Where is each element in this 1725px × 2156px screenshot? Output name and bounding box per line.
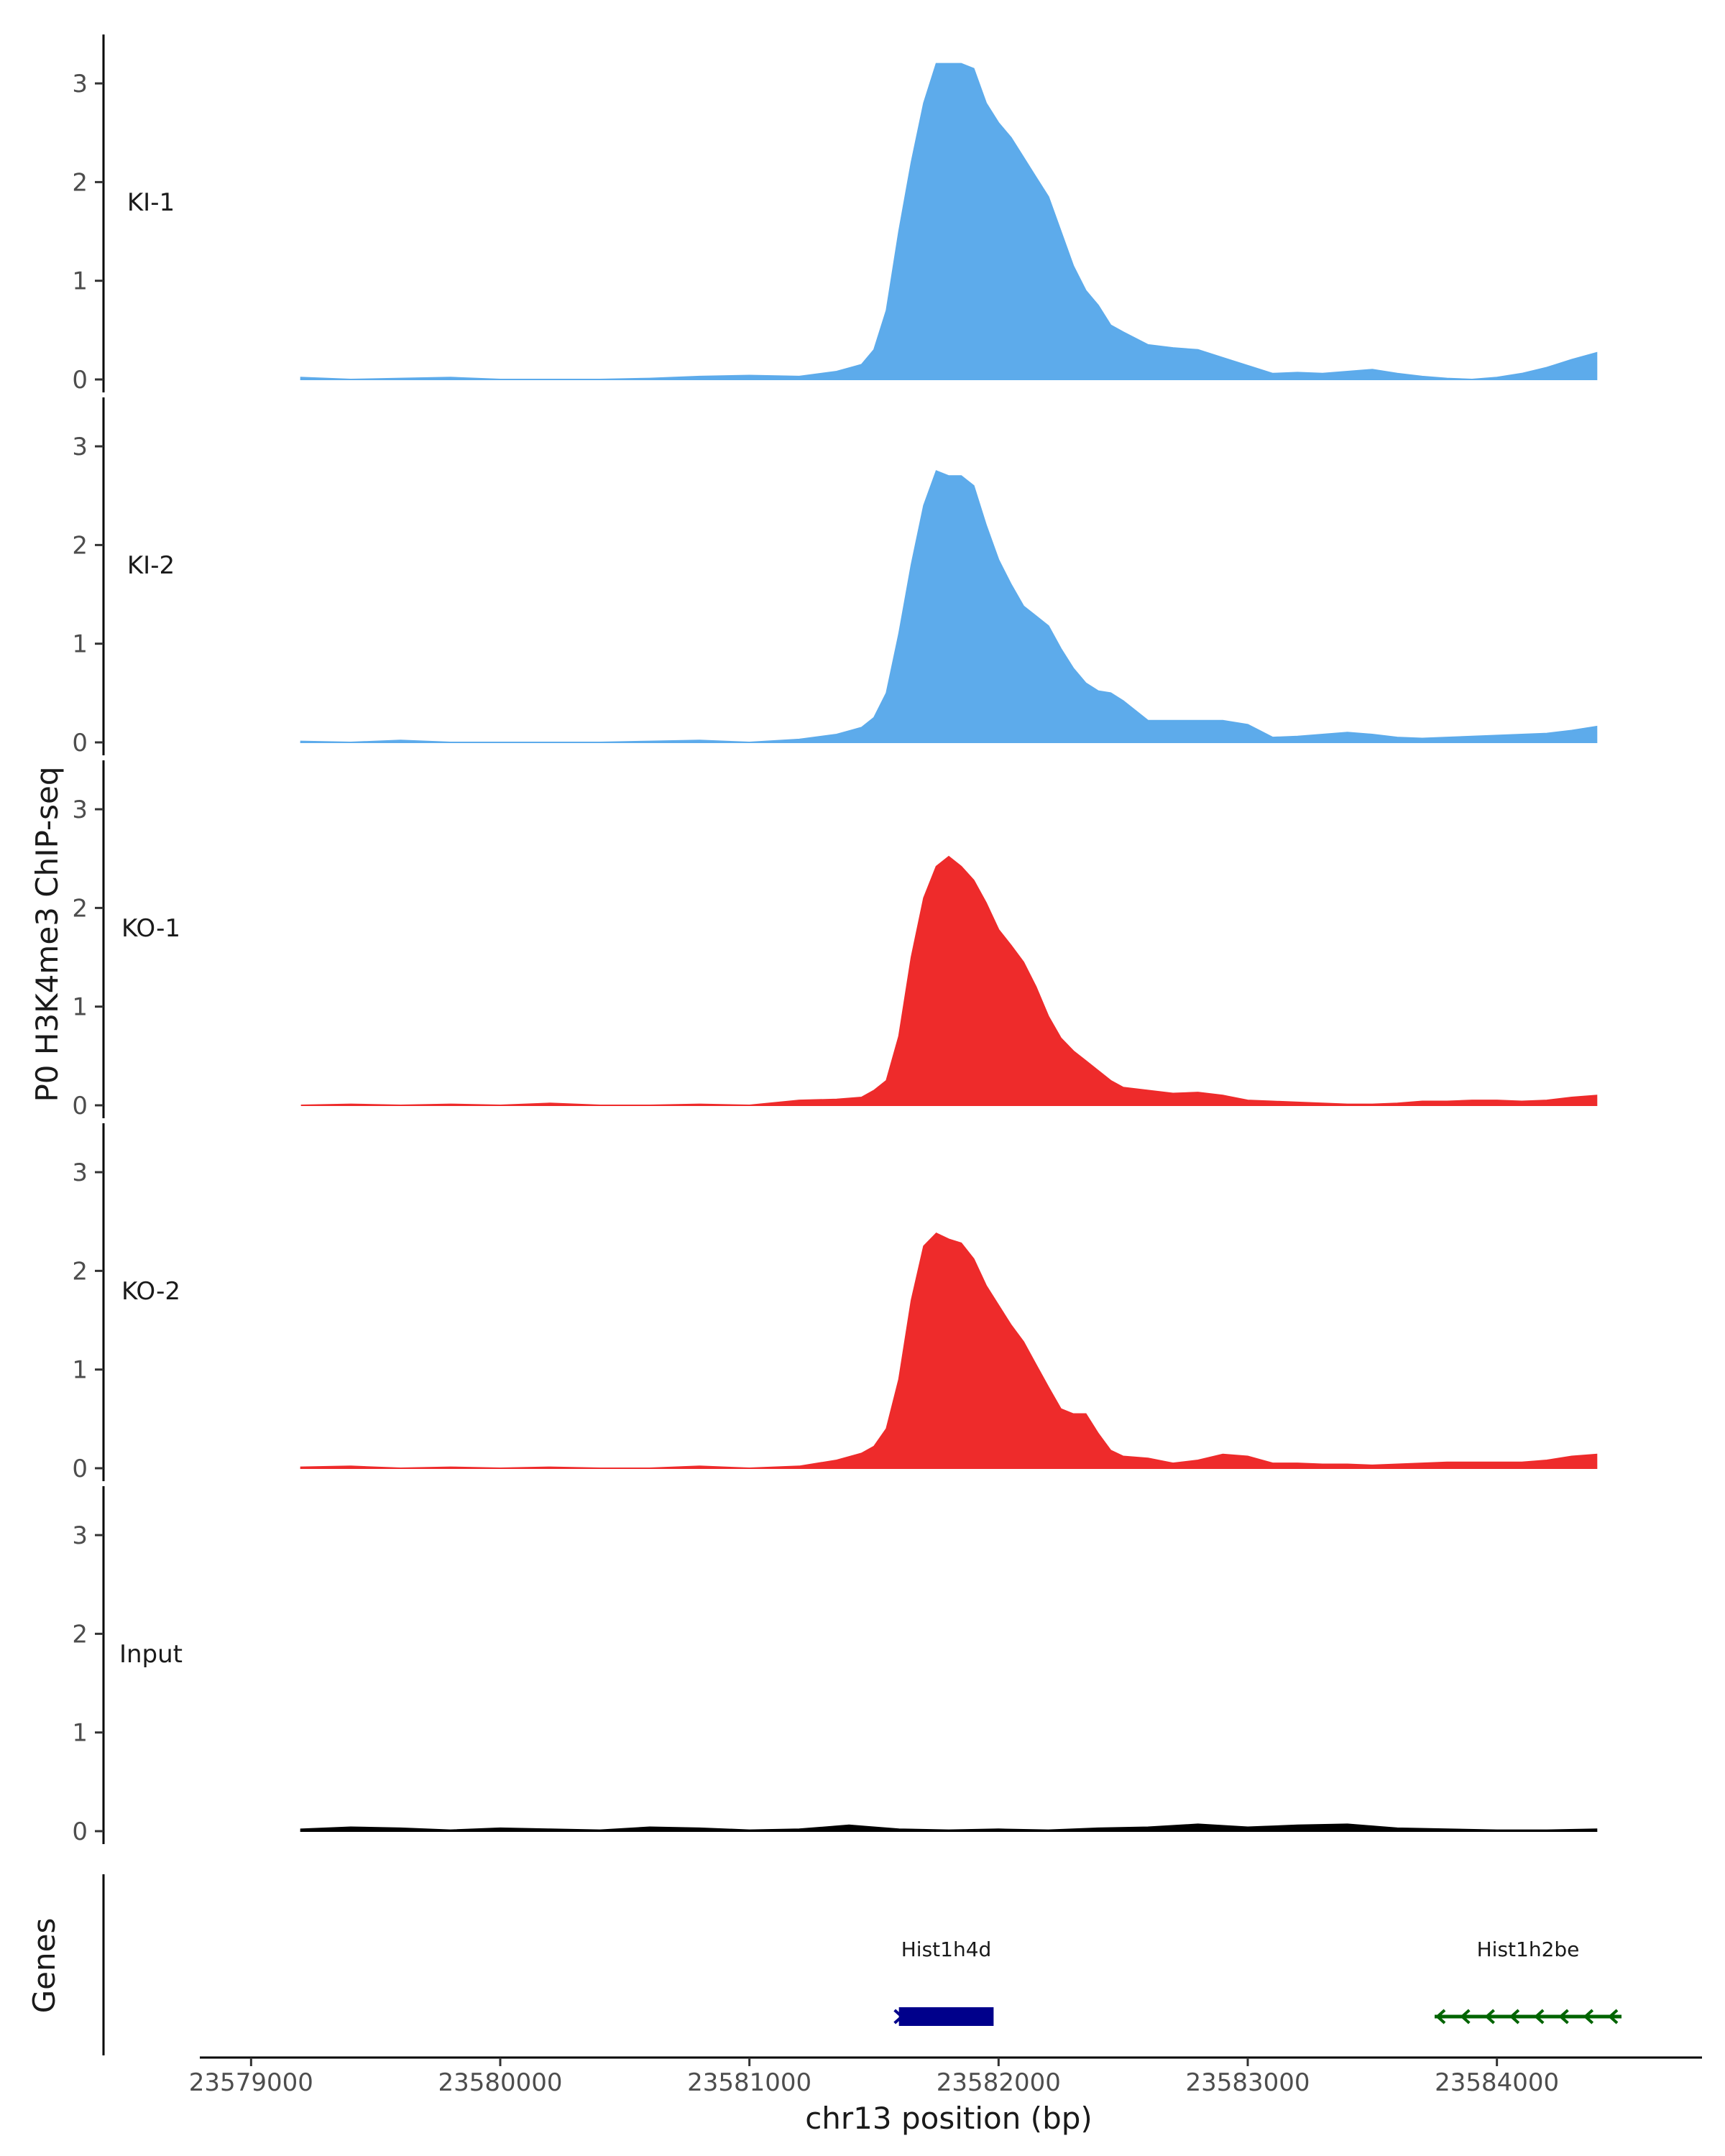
gene-hist1h4d: Hist1h4d <box>893 1938 994 2026</box>
coverage-area <box>300 1232 1598 1470</box>
track-label: Input <box>119 1640 183 1669</box>
y-axis-title: P0 H3K4me3 ChIP-seq <box>29 766 65 1102</box>
x-axis-title: chr13 position (bp) <box>805 2101 1092 2136</box>
y-tick-label: 3 <box>72 433 88 461</box>
gene-strand-arrow <box>1608 2009 1619 2024</box>
y-tick-label: 1 <box>72 267 88 296</box>
x-tick-label: 23584000 <box>1435 2068 1559 2097</box>
track-panel-ko-1: 0 1 2 3 KO-1 <box>72 760 1598 1120</box>
coverage-area <box>300 855 1598 1107</box>
gene-strand-arrow <box>1534 2009 1545 2024</box>
x-tick-label: 23579000 <box>189 2068 313 2097</box>
x-tick-label: 23581000 <box>687 2068 811 2097</box>
y-tick-label: 0 <box>72 1455 88 1483</box>
track-panel-ko-2: 0 1 2 3 KO-2 <box>72 1123 1598 1483</box>
y-tick-label: 2 <box>72 1620 88 1649</box>
track-label: KI-1 <box>127 188 175 217</box>
track-panel-ki-1: 0 1 2 3 KI-1 <box>72 34 1598 395</box>
y-tick-label: 1 <box>72 1356 88 1385</box>
gene-hist1h2be: Hist1h2be <box>1435 1938 1622 2024</box>
track-label: KO-1 <box>121 914 180 943</box>
genes-track-label: Genes <box>27 1918 62 2014</box>
gene-strand-arrow <box>893 2009 904 2024</box>
track-panel-input: 0 1 2 3 Input <box>72 1486 1598 1846</box>
y-tick-label: 2 <box>72 894 88 923</box>
y-tick-label: 3 <box>72 796 88 824</box>
y-tick-label: 0 <box>72 729 88 757</box>
x-axis: 23579000 23580000 23581000 23582000 23583000… <box>189 2056 1702 2097</box>
y-tick-label: 2 <box>72 168 88 197</box>
track-label: KI-2 <box>127 551 175 580</box>
y-tick-label: 0 <box>72 1818 88 1846</box>
gene-label: Hist1h2be <box>1477 1938 1580 1961</box>
coverage-area <box>300 63 1598 381</box>
gene-strand-arrow <box>1583 2009 1594 2024</box>
y-tick-label: 1 <box>72 630 88 659</box>
coverage-area <box>300 1823 1598 1832</box>
y-tick-label: 3 <box>72 1158 88 1187</box>
y-tick-label: 3 <box>72 1521 88 1550</box>
gene-exon <box>898 2007 994 2026</box>
tracks-layer: 0 1 2 3 KI-1 0 1 2 3 KI-2 0 1 2 3 KO-1 0 1 2 3 KO-2 0 1 2 3 Inpu… <box>72 34 1598 1846</box>
track-panel-ki-2: 0 1 2 3 KI-2 <box>72 397 1598 757</box>
y-tick-label: 1 <box>72 1719 88 1748</box>
gene-strand-arrow <box>1558 2009 1569 2024</box>
x-tick-label: 23582000 <box>937 2068 1061 2097</box>
track-label: KO-2 <box>121 1277 180 1306</box>
gene-strand-arrow <box>1484 2009 1495 2024</box>
gene-label: Hist1h4d <box>901 1938 992 1961</box>
x-tick-label: 23580000 <box>438 2068 562 2097</box>
y-tick-label: 2 <box>72 531 88 560</box>
x-tick-label: 23583000 <box>1185 2068 1310 2097</box>
y-tick-label: 1 <box>72 993 88 1022</box>
gene-strand-arrow <box>1435 2009 1446 2024</box>
y-tick-label: 0 <box>72 1092 88 1120</box>
y-tick-label: 0 <box>72 366 88 395</box>
genes-layer: Genes Hist1h4d Hist1h2be <box>27 1874 1622 2055</box>
y-tick-label: 2 <box>72 1257 88 1286</box>
gene-strand-arrow <box>1460 2009 1471 2024</box>
gene-strand-arrow <box>1509 2009 1520 2024</box>
y-tick-label: 3 <box>72 70 88 98</box>
coverage-area <box>300 470 1598 744</box>
